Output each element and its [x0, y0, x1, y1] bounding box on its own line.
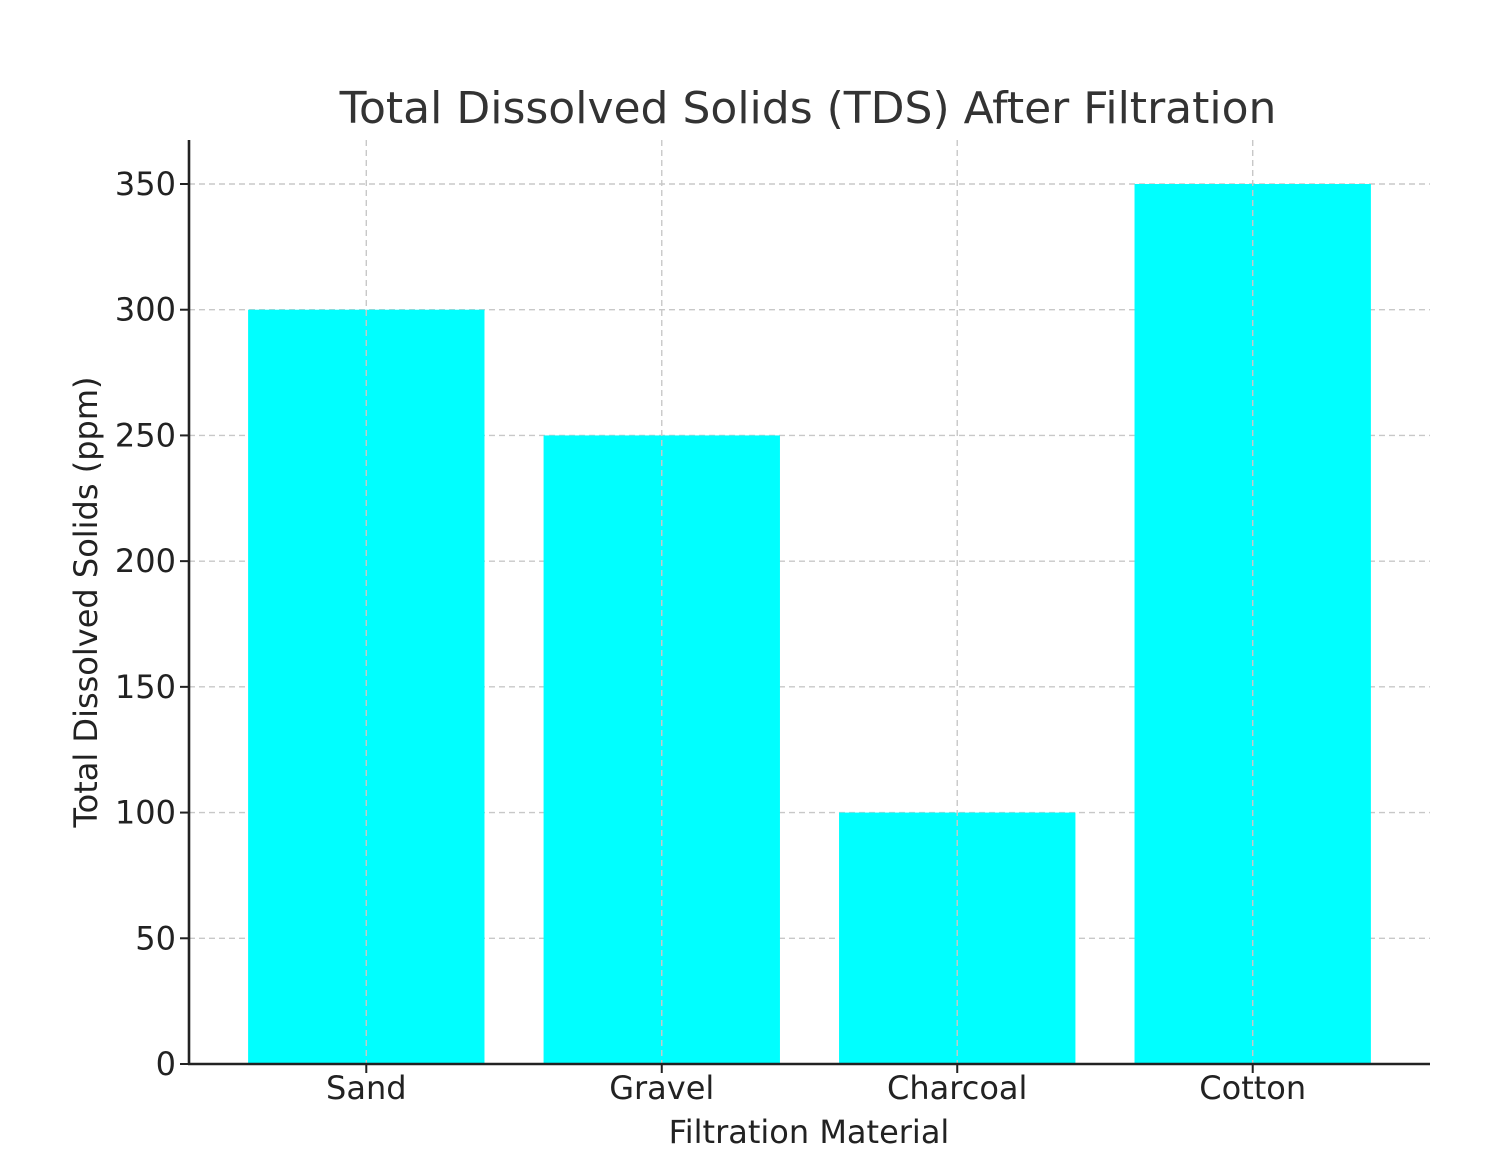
y-tick-label: 150 [115, 668, 176, 706]
x-tick-label: Charcoal [887, 1069, 1027, 1107]
y-tick-label: 250 [115, 416, 176, 454]
x-tick-label: Sand [326, 1069, 407, 1107]
y-tick-label: 0 [156, 1045, 176, 1083]
x-axis-label: Filtration Material [669, 1113, 950, 1151]
y-tick-label: 200 [115, 542, 176, 580]
y-tick-label: 300 [115, 291, 176, 329]
x-tick-label: Cotton [1199, 1069, 1306, 1107]
y-tick-label: 350 [115, 165, 176, 203]
bars-layer [248, 184, 1371, 1064]
bar-gravel [543, 435, 780, 1064]
y-tick-label: 50 [135, 919, 176, 957]
y-axis-label: Total Dissolved Solids (ppm) [67, 377, 105, 829]
x-grid-layer [365, 140, 1254, 1064]
chart-title: Total Dissolved Solids (TDS) After Filtr… [339, 83, 1277, 134]
x-tick-label: Gravel [609, 1069, 714, 1107]
y-tick-label: 100 [115, 794, 176, 832]
axes-layer [187, 140, 1430, 1066]
ticks-layer: 0 50 100 150 200 250 300 350 Sand Gravel Charcoal C… [115, 165, 1306, 1107]
